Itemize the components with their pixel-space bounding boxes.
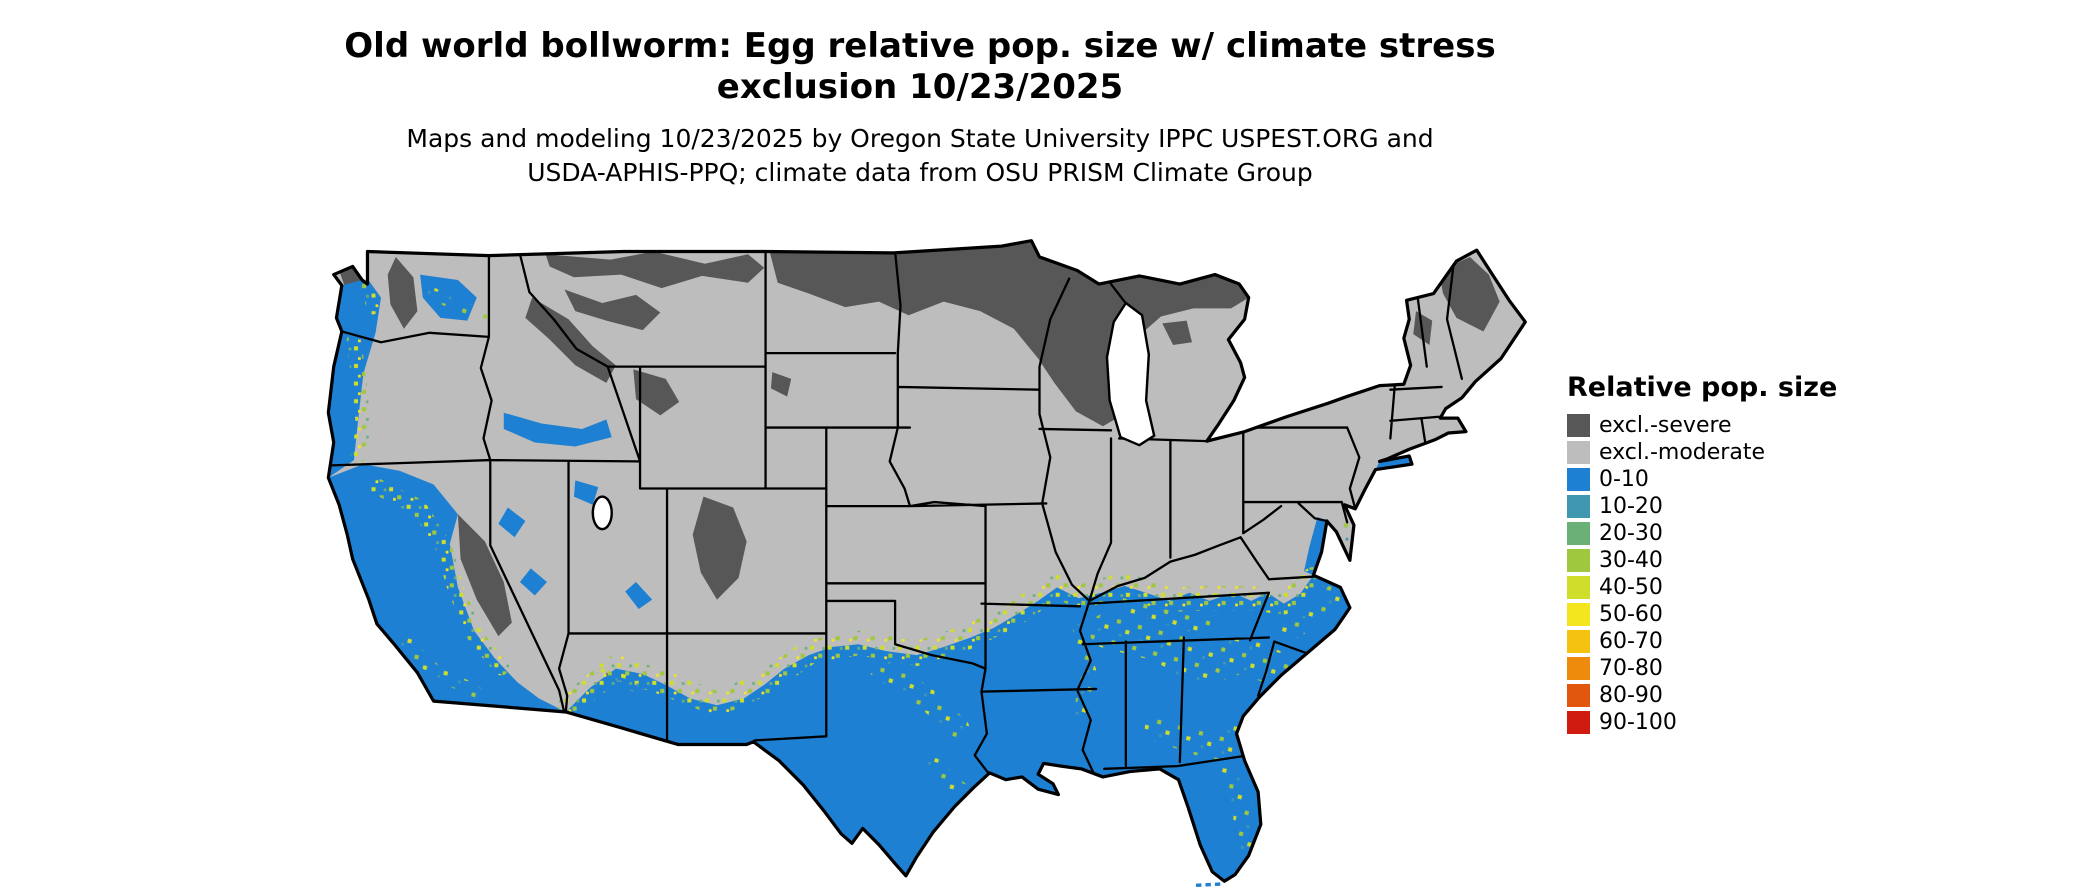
legend-swatch <box>1567 495 1590 518</box>
legend-row: excl.-severe <box>1567 414 1837 437</box>
legend-row: 40-50 <box>1567 576 1837 599</box>
legend-swatch <box>1567 549 1590 572</box>
legend-label: 90-100 <box>1599 710 1677 735</box>
legend-label: excl.-moderate <box>1599 440 1765 465</box>
legend-rows: excl.-severe excl.-moderate 0-10 10-20 2… <box>1567 414 1837 734</box>
legend-row: 90-100 <box>1567 711 1837 734</box>
legend-label: 30-40 <box>1599 548 1663 573</box>
legend-label: 50-60 <box>1599 602 1663 627</box>
legend-row: 80-90 <box>1567 684 1837 707</box>
legend-label: 10-20 <box>1599 494 1663 519</box>
florida-keys <box>1195 882 1224 887</box>
legend-row: 70-80 <box>1567 657 1837 680</box>
great-salt-lake <box>591 495 613 531</box>
legend-label: 70-80 <box>1599 656 1663 681</box>
legend-label: 0-10 <box>1599 467 1649 492</box>
title-line-1: Old world bollworm: Egg relative pop. si… <box>344 26 1496 66</box>
legend-row: 0-10 <box>1567 468 1837 491</box>
legend-swatch <box>1567 522 1590 545</box>
map-legend: Relative pop. size excl.-severe excl.-mo… <box>1567 372 1837 738</box>
subtitle-line-2: USDA-APHIS-PPQ; climate data from OSU PR… <box>527 158 1313 187</box>
speckle-transition-regions <box>346 272 1357 852</box>
legend-title: Relative pop. size <box>1567 372 1838 403</box>
state-borders <box>328 250 1464 775</box>
legend-label: excl.-severe <box>1599 413 1732 438</box>
legend-label: 80-90 <box>1599 683 1663 708</box>
legend-swatch <box>1567 576 1590 599</box>
legend-label: 20-30 <box>1599 521 1663 546</box>
title-line-2: exclusion 10/23/2025 <box>716 67 1124 107</box>
figure-header: Old world bollworm: Egg relative pop. si… <box>0 26 1840 190</box>
legend-swatch <box>1567 684 1590 707</box>
legend-swatch <box>1567 711 1590 734</box>
legend-label: 40-50 <box>1599 575 1663 600</box>
legend-swatch <box>1567 603 1590 626</box>
legend-row: 50-60 <box>1567 603 1837 626</box>
legend-swatch <box>1567 414 1590 437</box>
legend-row: 10-20 <box>1567 495 1837 518</box>
us-map <box>300 238 1528 888</box>
legend-swatch <box>1567 468 1590 491</box>
legend-row: 60-70 <box>1567 630 1837 653</box>
us-map-svg <box>326 239 1527 887</box>
legend-swatch <box>1567 657 1590 680</box>
legend-label: 60-70 <box>1599 629 1663 654</box>
legend-swatch <box>1567 630 1590 653</box>
legend-row: 20-30 <box>1567 522 1837 545</box>
subtitle-line-1: Maps and modeling 10/23/2025 by Oregon S… <box>406 124 1434 153</box>
lake-michigan <box>1105 301 1156 447</box>
legend-row: excl.-moderate <box>1567 441 1837 464</box>
legend-row: 30-40 <box>1567 549 1837 572</box>
figure-subtitle: Maps and modeling 10/23/2025 by Oregon S… <box>0 122 1840 190</box>
legend-swatch <box>1567 441 1590 464</box>
figure-title: Old world bollworm: Egg relative pop. si… <box>0 26 1840 108</box>
